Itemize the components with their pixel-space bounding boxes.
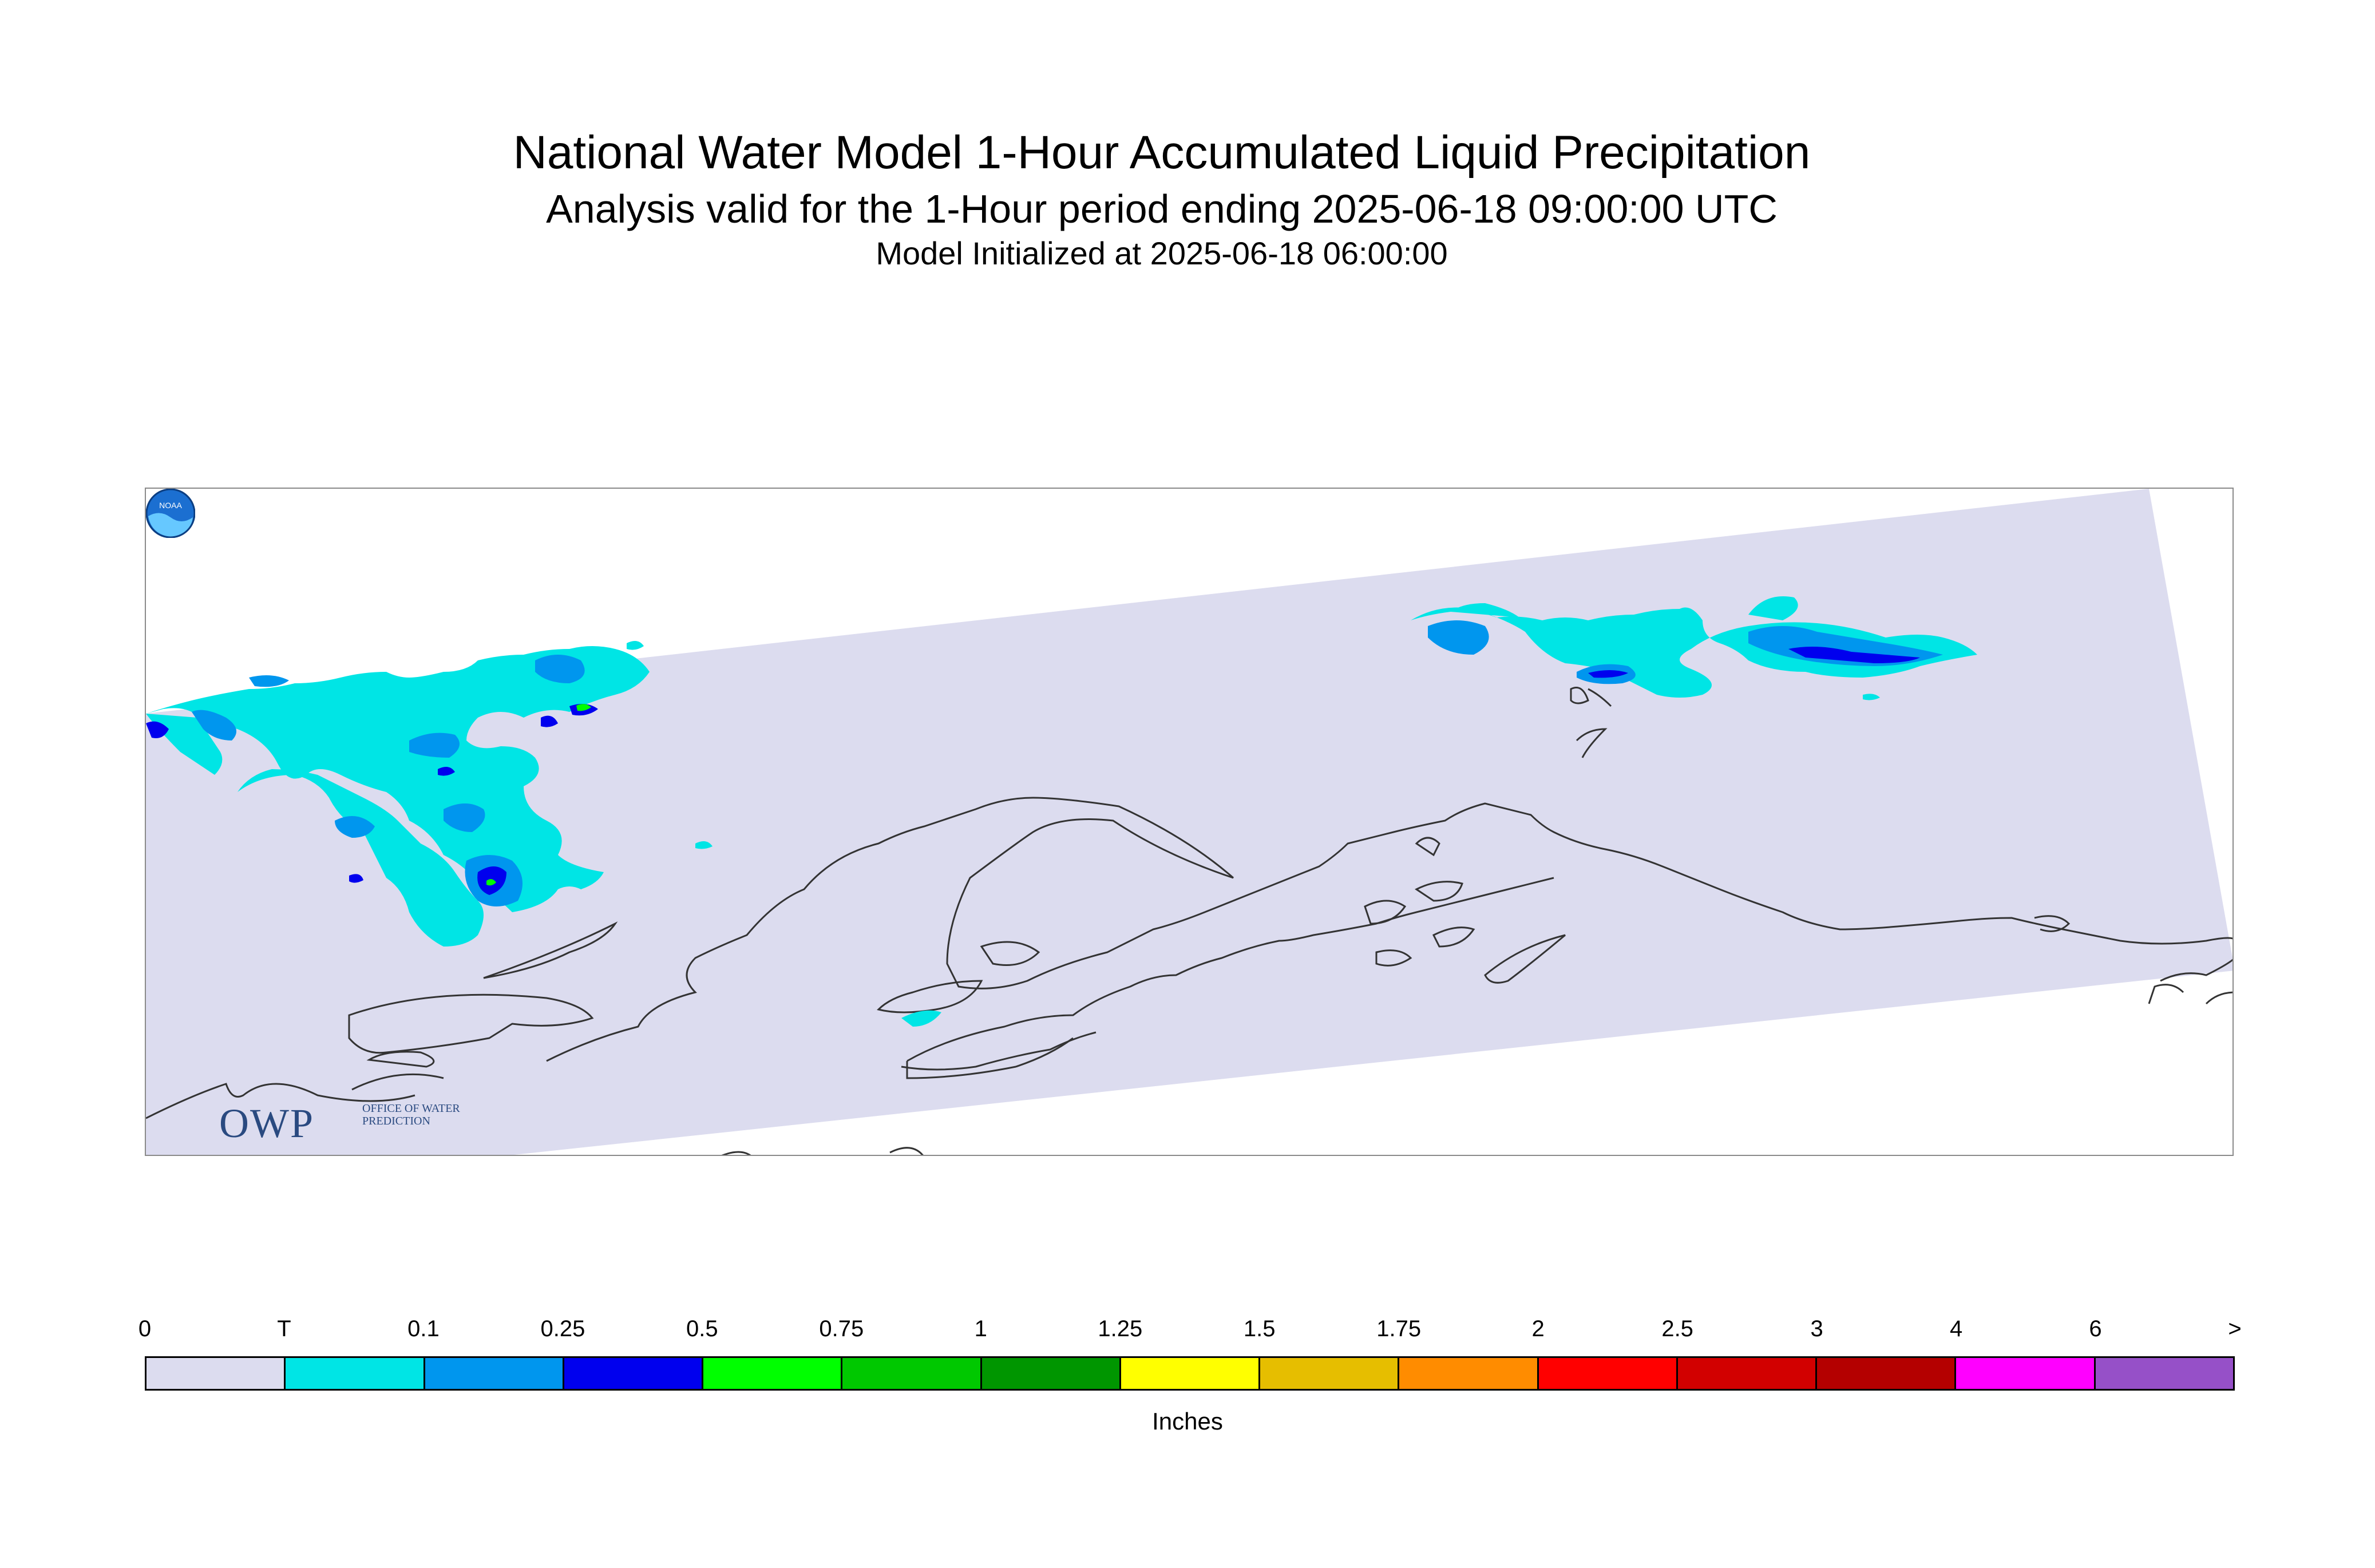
colorbar-cell: [842, 1358, 982, 1389]
map-title: National Water Model 1-Hour Accumulated …: [513, 126, 1811, 179]
colorbar-cell: [1538, 1358, 1678, 1389]
colorbar-cell: [286, 1358, 425, 1389]
colorbar-tick-label: 2: [1531, 1316, 1545, 1341]
colorbar-cell: [1260, 1358, 1400, 1389]
map-panel: OWP OFFICE OF WATER PREDICTION NOAA: [145, 488, 2234, 1156]
colorbar-tick-label: 0.1: [407, 1316, 440, 1341]
model-domain: [146, 489, 2232, 1155]
colorbar-tick-labels: 0 T 0.1 0.25 0.5 0.75 1 1.25 1.5 1.75 2 2.5 3 4 6 >: [138, 1316, 2242, 1345]
colorbar-tick-label: 0.5: [686, 1316, 718, 1341]
colorbar-tick-label: >: [2228, 1316, 2242, 1341]
colorbar-cell: [1817, 1358, 1957, 1389]
colorbar-tick-label: 4: [1949, 1316, 1963, 1341]
colorbar-tick-label: 0.75: [819, 1316, 864, 1341]
colorbar-tick-label: 1: [974, 1316, 987, 1341]
colorbar-tick-label: 6: [2089, 1316, 2102, 1341]
owp-subtext: OFFICE OF WATER PREDICTION: [362, 1102, 460, 1127]
colorbar-tick-label: 0: [138, 1316, 152, 1341]
colorbar-tick-label: 3: [1810, 1316, 1823, 1341]
noaa-text: NOAA: [159, 501, 182, 510]
colorbar-cell: [147, 1358, 286, 1389]
colorbar-tick-label: 1.25: [1098, 1316, 1143, 1341]
map-subtitle: Analysis valid for the 1-Hour period end…: [546, 187, 1778, 231]
colorbar: [145, 1356, 2235, 1391]
colorbar-cell: [2095, 1358, 2233, 1389]
noaa-logo: NOAA: [146, 489, 195, 538]
precip-map: [146, 489, 2232, 1155]
colorbar-cell: [425, 1358, 564, 1389]
owp-mark: OWP: [219, 1100, 314, 1146]
colorbar-cell: [981, 1358, 1121, 1389]
colorbar-tick-label: T: [277, 1316, 291, 1341]
colorbar-tick-label: 0.25: [540, 1316, 585, 1341]
coastlines: [146, 687, 2232, 1155]
precip-west: [146, 641, 712, 947]
colorbar-cell: [564, 1358, 704, 1389]
colorbar-tick-label: 1.75: [1376, 1316, 1422, 1341]
colorbar-tick-label: 2.5: [1661, 1316, 1693, 1341]
colorbar-cell: [1399, 1358, 1539, 1389]
colorbar-unit-label: Inches: [1152, 1408, 1223, 1435]
precip-east: [1411, 596, 1977, 700]
colorbar-cell: [1956, 1358, 2096, 1389]
model-init-line: Model Initialized at 2025-06-18 06:00:00: [876, 235, 1448, 271]
precip-inlet: [901, 1010, 941, 1027]
colorbar-tick-label: 1.5: [1243, 1316, 1276, 1341]
colorbar-cell: [703, 1358, 843, 1389]
colorbar-cell: [1677, 1358, 1818, 1389]
colorbar-cell: [1121, 1358, 1261, 1389]
